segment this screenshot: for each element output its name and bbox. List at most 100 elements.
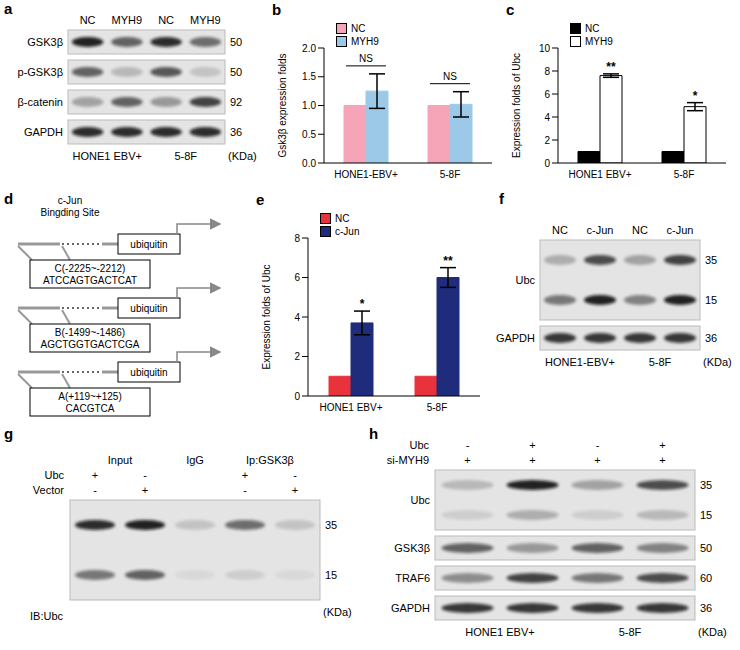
svg-text:6: 6: [294, 272, 300, 283]
svg-text:10: 10: [539, 43, 551, 54]
svg-text:HONE1 EBV+: HONE1 EBV+: [73, 150, 142, 162]
svg-text:NC: NC: [158, 14, 174, 26]
svg-text:CACGTCA: CACGTCA: [66, 403, 115, 414]
svg-text:**: **: [606, 60, 616, 74]
svg-text:36: 36: [230, 126, 242, 138]
svg-text:5-8F: 5-8F: [674, 169, 695, 180]
svg-text:+: +: [142, 484, 148, 496]
svg-text:+: +: [464, 454, 470, 466]
svg-text:c-Jun: c-Jun: [667, 224, 694, 236]
svg-text:(KDa): (KDa): [698, 626, 727, 638]
svg-text:2.0: 2.0: [302, 43, 316, 54]
svg-text:a: a: [4, 0, 13, 17]
svg-text:+: +: [659, 439, 665, 451]
svg-text:ubiquitin: ubiquitin: [130, 303, 167, 314]
svg-text:NC: NC: [632, 224, 648, 236]
svg-text:si-MYH9: si-MYH9: [387, 454, 429, 466]
svg-text:0.5: 0.5: [302, 129, 316, 140]
svg-text:2: 2: [544, 135, 550, 146]
svg-text:35: 35: [705, 254, 717, 266]
svg-text:50: 50: [700, 542, 712, 554]
svg-text:-: -: [466, 439, 470, 451]
svg-text:15: 15: [700, 509, 712, 521]
svg-text:A(+119~+125): A(+119~+125): [58, 391, 121, 402]
svg-text:4: 4: [544, 112, 550, 123]
svg-text:8: 8: [294, 233, 300, 244]
svg-text:**: **: [443, 254, 453, 268]
svg-text:15: 15: [325, 569, 337, 581]
svg-text:1.5: 1.5: [302, 71, 316, 82]
svg-text:(KDa): (KDa): [323, 606, 352, 618]
svg-text:c-Jun: c-Jun: [587, 224, 614, 236]
svg-text:35: 35: [700, 479, 712, 491]
svg-text:+: +: [529, 454, 535, 466]
svg-text:NC: NC: [80, 14, 96, 26]
svg-text:Ip:GSK3β: Ip:GSK3β: [246, 454, 294, 466]
svg-text:5-8F: 5-8F: [174, 150, 197, 162]
svg-text:Ubc: Ubc: [409, 439, 429, 451]
svg-text:5-8F: 5-8F: [649, 356, 672, 368]
svg-text:IB:Ubc: IB:Ubc: [30, 610, 64, 622]
svg-text:+: +: [659, 454, 665, 466]
svg-text:36: 36: [705, 332, 717, 344]
svg-text:+: +: [92, 469, 98, 481]
svg-text:GSK3β: GSK3β: [27, 36, 63, 48]
svg-text:50: 50: [230, 66, 242, 78]
svg-text:2: 2: [294, 351, 300, 362]
svg-text:HONE1 EBV+: HONE1 EBV+: [319, 402, 382, 413]
svg-text:Vector: Vector: [33, 484, 65, 496]
svg-text:p-GSK3β: p-GSK3β: [18, 66, 63, 78]
svg-text:NS: NS: [359, 53, 373, 64]
svg-text:+: +: [594, 454, 600, 466]
svg-text:5-8F: 5-8F: [440, 169, 461, 180]
svg-text:15: 15: [705, 294, 717, 306]
svg-text:50: 50: [230, 36, 242, 48]
svg-text:0: 0: [294, 391, 300, 402]
svg-text:-: -: [93, 484, 97, 496]
svg-text:4: 4: [294, 312, 300, 323]
svg-text:C(-2225~-2212): C(-2225~-2212): [55, 263, 126, 274]
svg-text:5-8F: 5-8F: [427, 402, 448, 413]
svg-text:B(-1499~-1486): B(-1499~-1486): [55, 327, 125, 338]
svg-text:(KDa): (KDa): [703, 356, 732, 368]
svg-text:*: *: [693, 89, 698, 103]
svg-text:+: +: [292, 484, 298, 496]
svg-text:-: -: [243, 484, 247, 496]
svg-text:Gsk3β expression folds: Gsk3β expression folds: [277, 53, 288, 157]
svg-text:NS: NS: [443, 71, 457, 82]
svg-text:-: -: [293, 469, 297, 481]
svg-text:36: 36: [700, 602, 712, 614]
svg-text:Ubc: Ubc: [44, 469, 64, 481]
svg-text:GAPDH: GAPDH: [24, 126, 63, 138]
svg-text:HONE1-EBV+: HONE1-EBV+: [545, 356, 615, 368]
svg-text:(KDa): (KDa): [228, 150, 257, 162]
svg-text:c-Jun: c-Jun: [58, 195, 82, 206]
svg-text:+: +: [529, 439, 535, 451]
svg-text:Input: Input: [108, 454, 132, 466]
svg-text:*: *: [360, 297, 365, 311]
svg-text:0.0: 0.0: [302, 158, 316, 169]
svg-text:0: 0: [544, 158, 550, 169]
svg-text:Bingding Site: Bingding Site: [41, 207, 100, 218]
svg-text:60: 60: [700, 572, 712, 584]
svg-text:TRAF6: TRAF6: [395, 572, 430, 584]
svg-text:-: -: [596, 439, 600, 451]
svg-text:GAPDH: GAPDH: [391, 602, 430, 614]
svg-text:1.0: 1.0: [302, 100, 316, 111]
svg-text:HONE1 EBV+: HONE1 EBV+: [568, 169, 631, 180]
svg-text:6: 6: [544, 89, 550, 100]
svg-text:ATCCAGTGACTCAT: ATCCAGTGACTCAT: [43, 275, 137, 286]
svg-text:35: 35: [325, 519, 337, 531]
svg-text:g: g: [4, 425, 13, 442]
svg-text:5-8F: 5-8F: [619, 626, 642, 638]
svg-text:Expression folds of Ubc: Expression folds of Ubc: [261, 264, 272, 369]
svg-text:Expression folds of Ubc: Expression folds of Ubc: [511, 53, 522, 158]
svg-text:h: h: [369, 425, 378, 442]
svg-text:f: f: [499, 190, 505, 207]
svg-text:d: d: [4, 190, 13, 207]
svg-text:GSK3β: GSK3β: [394, 542, 430, 554]
svg-text:92: 92: [230, 96, 242, 108]
svg-text:GAPDH: GAPDH: [496, 332, 535, 344]
svg-text:AGCTGGTGACTCGA: AGCTGGTGACTCGA: [41, 339, 140, 350]
svg-text:Ubc: Ubc: [515, 274, 535, 286]
